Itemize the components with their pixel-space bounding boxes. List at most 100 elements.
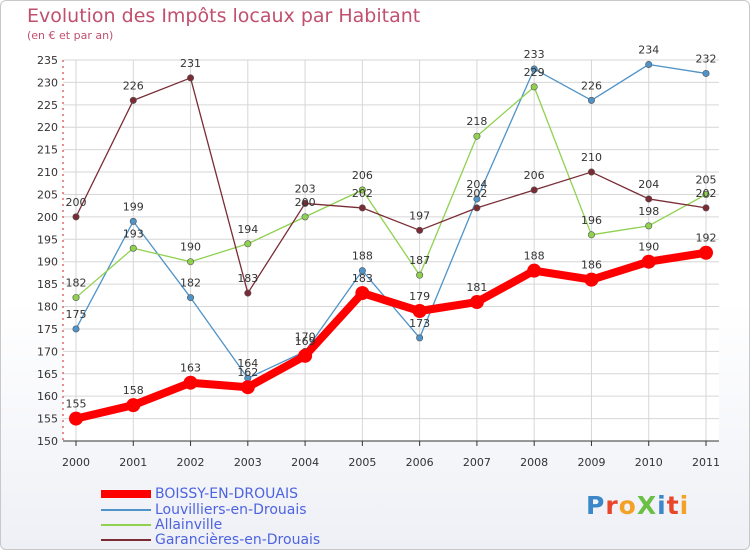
y-tick-label: 220 [37,121,58,134]
x-tick-label: 2002 [177,456,205,469]
logo-letter: o [618,491,637,520]
chart-subtitle: (en € et par an) [27,29,114,42]
y-tick-label: 155 [37,413,58,426]
data-label: 163 [180,362,201,375]
data-point [473,204,481,212]
data-label: 202 [696,187,717,200]
series-line [75,86,707,299]
data-point [587,96,595,104]
data-label: 183 [352,272,373,285]
legend-swatch [101,538,151,541]
data-point [530,65,538,73]
data-point [702,69,710,77]
y-tick-label: 200 [37,211,58,224]
data-point [645,222,653,230]
data-label: 218 [466,115,487,128]
legend-swatch [101,489,151,498]
data-point [129,217,137,225]
data-point [298,348,313,363]
line-chart: 150 155 160 165 170 175 180 185 190 195 200 205 210 2… [37,43,720,469]
legend-item-garancieres: Garancières-en-Drouais [101,531,321,548]
data-point [129,244,137,252]
data-label: 198 [638,205,659,218]
data-point [416,334,424,342]
data-point [584,272,599,287]
data-label: 193 [123,227,144,240]
data-label: 182 [66,277,87,290]
data-point [530,186,538,194]
legend-label: Allainville [155,516,223,533]
data-point [72,325,80,333]
data-point [587,231,595,239]
data-label: 226 [123,79,144,92]
data-point [358,186,366,194]
data-label: 169 [295,335,316,348]
data-point [355,286,370,301]
data-point [183,375,198,390]
data-label: 162 [237,366,258,379]
logo-letter: t [666,491,680,520]
data-point [645,60,653,68]
data-point [187,294,195,302]
data-point [702,190,710,198]
x-tick-label: 2001 [119,456,147,469]
legend-label: Louvilliers-en-Drouais [155,501,307,518]
data-point [187,74,195,82]
data-point [244,240,252,248]
data-label: 197 [409,209,430,222]
data-point [72,213,80,221]
y-tick-label: 215 [37,144,58,157]
series-line [72,248,710,423]
logo-letter: X [636,491,658,520]
data-label: 200 [295,196,316,209]
x-tick-label: 2011 [692,456,720,469]
legend-item-boissy: BOISSY-EN-DROUAIS [101,485,298,502]
data-point [69,411,83,426]
data-point [129,96,137,104]
x-tick-label: 2008 [520,456,548,469]
data-label: 173 [409,317,430,330]
data-label: 204 [466,178,487,191]
data-label: 206 [352,169,373,182]
data-label: 233 [524,48,545,61]
data-label: 234 [638,43,659,56]
data-point [473,195,481,203]
data-label: 182 [180,277,201,290]
data-label: 155 [66,398,87,411]
data-point [587,168,595,176]
legend-label: Garancières-en-Drouais [155,531,321,548]
data-point [412,304,427,319]
x-tick-label: 2005 [348,456,376,469]
x-tick-label: 2000 [62,456,90,469]
data-label: 187 [409,254,430,267]
data-label: 170 [295,330,316,343]
logo-letter: i [679,491,690,520]
legend-label: BOISSY-EN-DROUAIS [155,485,298,502]
data-label: 226 [581,79,602,92]
y-tick-label: 190 [37,256,58,269]
legend-item-allainville: Allainville [101,516,223,533]
data-label: 202 [352,187,373,200]
y-tick-label: 195 [37,233,58,246]
data-label: 186 [581,259,602,272]
x-tick-label: 2003 [234,456,262,469]
data-label: 190 [180,241,201,254]
data-label: 175 [66,308,87,321]
y-tick-label: 225 [37,99,58,112]
y-tick-label: 230 [37,76,58,89]
data-label: 231 [180,57,201,70]
data-label: 188 [352,250,373,263]
data-label: 200 [66,196,87,209]
data-label: 179 [409,290,430,303]
data-point [358,267,366,275]
data-point [126,398,141,413]
data-label: 210 [581,151,602,164]
x-tick-label: 2009 [577,456,605,469]
data-label: 204 [638,178,659,191]
data-point [358,204,366,212]
data-label: 202 [466,187,487,200]
logo-letter: r [605,491,619,520]
y-tick-label: 175 [37,323,58,336]
data-label: 194 [237,223,258,236]
